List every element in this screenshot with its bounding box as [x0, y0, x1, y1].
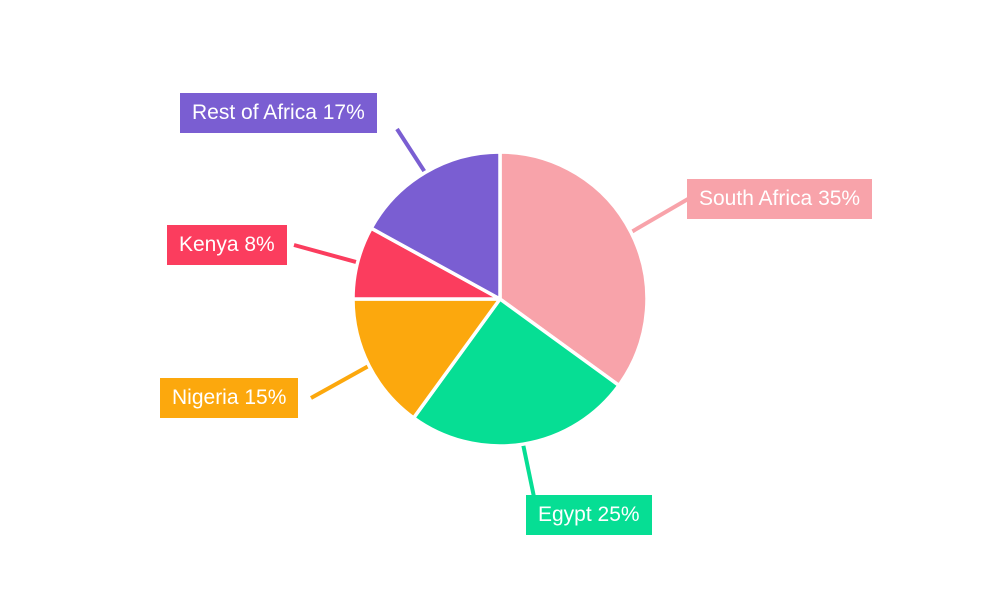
label-egypt: Egypt 25%	[526, 495, 652, 536]
leader-line-egypt	[520, 442, 536, 498]
leader-line-kenya	[293, 243, 360, 265]
label-kenya: Kenya 8%	[167, 225, 287, 266]
leader-line-nigeria	[310, 363, 371, 400]
label-rest-of-africa: Rest of Africa 17%	[180, 93, 377, 134]
pie-slice-egypt	[411, 297, 621, 448]
pie-slice-south-africa	[498, 150, 649, 388]
leader-line-south-africa	[629, 197, 690, 235]
pie-slice-nigeria	[351, 297, 502, 420]
pie-slice-rest-of-africa	[369, 150, 502, 301]
leader-line-rest-of-africa	[395, 127, 428, 175]
label-south-africa: South Africa 35%	[687, 179, 873, 220]
label-nigeria: Nigeria 15%	[160, 378, 299, 419]
